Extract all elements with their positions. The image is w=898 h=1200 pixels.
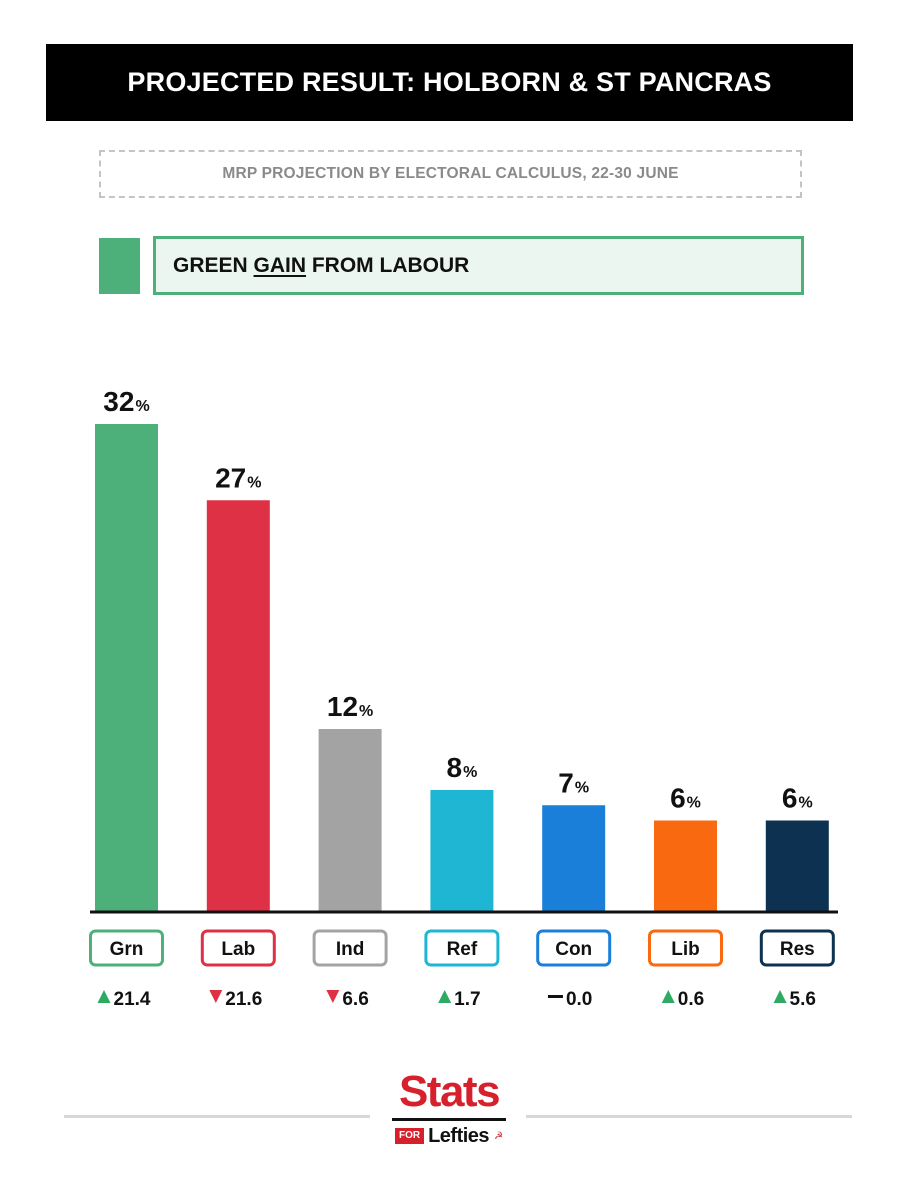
party-tag-border [89, 929, 164, 967]
category-label-lib: Lib [671, 939, 700, 960]
verdict-banner: GREEN GAIN FROM LABOUR [153, 236, 804, 295]
party-tag-grn: Grn [89, 929, 164, 967]
value-label-res: 6% [782, 783, 813, 814]
value-label-lib: 6% [670, 783, 701, 814]
change-value-con: 0.0 [566, 989, 592, 1010]
chart-subtitle-text: MRP PROJECTION BY ELECTORAL CALCULUS, 22… [222, 165, 679, 182]
value-label-ind: 12% [327, 691, 373, 722]
logo-lefties-text: Lefties [428, 1125, 490, 1147]
triangle-up-icon [661, 990, 675, 1003]
bar-ref [430, 790, 494, 912]
party-tag-con: Con [536, 929, 612, 967]
value-label-ref: 8% [446, 752, 477, 783]
category-label-ref: Ref [447, 939, 478, 960]
logo-stats-text: Stats [398, 1067, 501, 1116]
party-tag-ref: Ref [424, 929, 500, 967]
value-label-grn: 32% [103, 386, 149, 417]
bar-lab [206, 500, 270, 912]
triangle-up-icon [97, 990, 111, 1003]
bar-ind [318, 729, 382, 912]
party-tag-border [200, 929, 276, 967]
party-tag-border [648, 929, 723, 967]
change-value-lib: 0.6 [678, 989, 704, 1010]
stats-for-lefties-logo: Stats FOR Lefties ☭ [384, 1070, 514, 1160]
party-tag-res: Res [759, 929, 835, 967]
footer-rule-right [526, 1115, 852, 1118]
logo-bottom: FOR Lefties ☭ [394, 1125, 504, 1147]
verdict-suffix: FROM LABOUR [306, 253, 470, 277]
chart-subtitle: MRP PROJECTION BY ELECTORAL CALCULUS, 22… [99, 150, 802, 198]
triangle-up-icon [773, 990, 787, 1003]
triangle-up-icon [438, 990, 452, 1003]
value-label-lab: 27% [215, 462, 261, 493]
party-tag-ind: Ind [312, 929, 388, 967]
logo-rule [392, 1118, 506, 1121]
bar-con [542, 805, 606, 912]
party-tag-border [536, 929, 612, 967]
change-value-lab: 21.6 [225, 989, 262, 1010]
footer-rule-left [64, 1115, 370, 1118]
party-tag-border [759, 929, 835, 967]
category-label-ind: Ind [336, 939, 365, 960]
category-label-grn: Grn [110, 939, 144, 960]
triangle-down-icon [209, 990, 223, 1003]
hammer-sickle-icon: ☭ [494, 1130, 504, 1142]
change-value-res: 5.6 [790, 989, 816, 1010]
change-value-grn: 21.4 [114, 989, 151, 1010]
party-tag-lib: Lib [648, 929, 723, 967]
chart-title-text: PROJECTED RESULT: HOLBORN & ST PANCRAS [127, 67, 772, 97]
bar-lib [654, 820, 717, 912]
bar-res [765, 820, 829, 912]
bar-grn [95, 424, 158, 912]
value-label-con: 7% [558, 767, 589, 798]
bar-chart: 32% Grn 21.4 27% Lab 21.6 12% Ind 6.6 8% Ref 1.7 7% C… [89, 386, 838, 1010]
chart-title: PROJECTED RESULT: HOLBORN & ST PANCRAS [46, 44, 853, 121]
triangle-down-icon [326, 990, 340, 1003]
change-value-ref: 1.7 [454, 989, 480, 1010]
verdict-prefix: GREEN [173, 253, 254, 277]
category-label-res: Res [780, 939, 815, 960]
party-tag-border [424, 929, 500, 967]
party-tag-lab: Lab [200, 929, 276, 967]
dash-icon [547, 995, 563, 998]
change-value-ind: 6.6 [342, 989, 368, 1010]
category-label-lab: Lab [221, 939, 255, 960]
verdict-gain-word: GAIN [253, 253, 307, 277]
category-label-con: Con [555, 939, 592, 960]
logo-for-badge: FOR [394, 1128, 425, 1144]
party-tag-border [312, 929, 388, 967]
verdict-swatch [99, 238, 140, 294]
